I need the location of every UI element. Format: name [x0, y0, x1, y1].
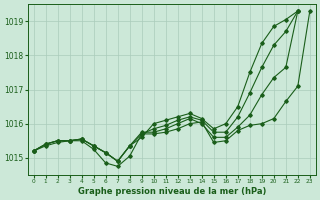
X-axis label: Graphe pression niveau de la mer (hPa): Graphe pression niveau de la mer (hPa): [77, 187, 266, 196]
